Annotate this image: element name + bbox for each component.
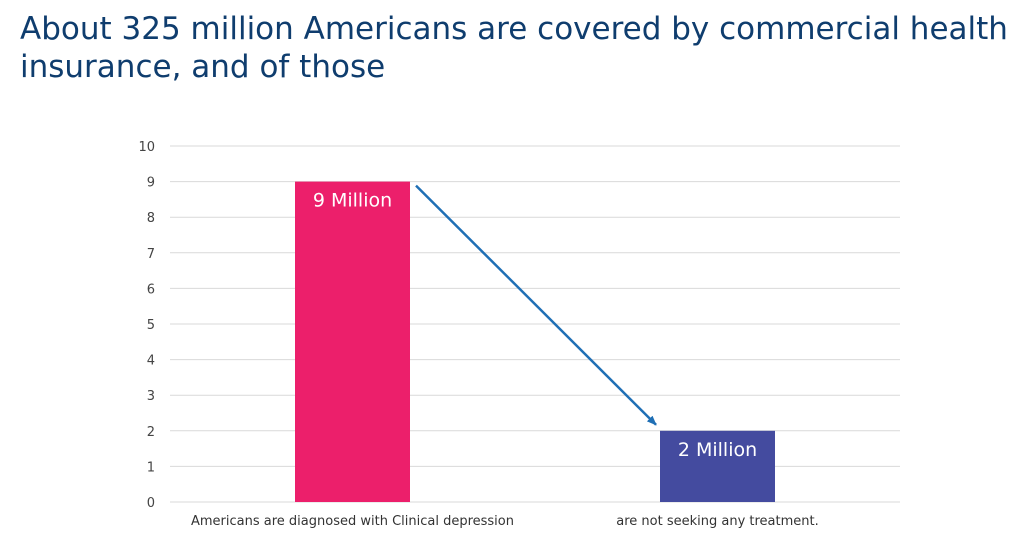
y-tick-label: 4 bbox=[147, 354, 155, 369]
trend-arrow bbox=[415, 184, 657, 426]
trend-annotation bbox=[415, 184, 657, 426]
gridlines bbox=[170, 145, 900, 503]
x-category-label: Americans are diagnosed with Clinical de… bbox=[191, 514, 514, 529]
bar-data-label: 2 Million bbox=[678, 439, 757, 461]
y-tick-label: 7 bbox=[147, 247, 155, 262]
y-tick-label: 5 bbox=[147, 318, 155, 333]
y-tick-label: 8 bbox=[147, 211, 155, 226]
bar bbox=[295, 181, 410, 502]
x-axis-labels: Americans are diagnosed with Clinical de… bbox=[191, 514, 819, 529]
data-labels: 9 Million 2 Million bbox=[313, 190, 757, 461]
y-axis-ticks: 0 1 2 3 4 5 6 7 8 9 10 bbox=[138, 140, 155, 511]
slide-title: About 325 million Americans are covered … bbox=[20, 11, 1008, 85]
y-tick-label: 10 bbox=[138, 140, 155, 155]
y-tick-label: 2 bbox=[147, 425, 155, 440]
bar bbox=[660, 430, 775, 502]
y-tick-label: 6 bbox=[147, 282, 155, 297]
bar-data-label: 9 Million bbox=[313, 190, 392, 212]
x-category-label: are not seeking any treatment. bbox=[616, 514, 819, 529]
y-tick-label: 3 bbox=[147, 389, 155, 404]
y-tick-label: 9 bbox=[147, 176, 155, 191]
y-tick-label: 1 bbox=[147, 460, 155, 475]
y-tick-label: 0 bbox=[147, 496, 155, 511]
bars bbox=[295, 181, 775, 502]
